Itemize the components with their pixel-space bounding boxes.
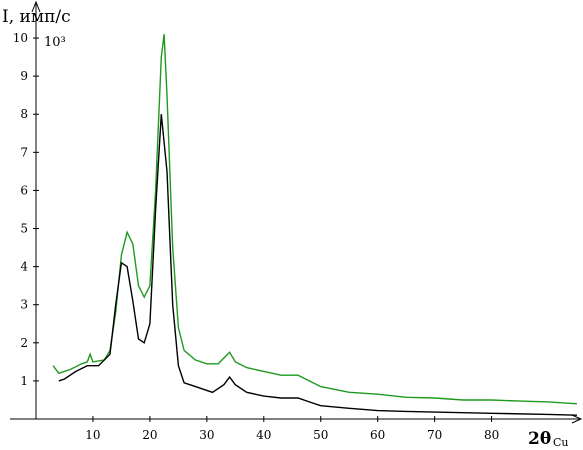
y-tick-label: 4 (20, 260, 28, 274)
y-tick-label: 8 (20, 107, 28, 121)
x-tick-label: 70 (427, 428, 442, 442)
x-axis-arrow (571, 414, 583, 424)
y-tick-label: 2 (20, 336, 28, 350)
x-tick-label: 20 (142, 428, 157, 442)
x-tick-label: 40 (256, 428, 271, 442)
x-tick-label: 50 (313, 428, 328, 442)
y-tick-label: 7 (20, 145, 28, 159)
y-tick-label: 5 (20, 222, 28, 236)
x-tick-label: 60 (370, 428, 385, 442)
data-line (52, 34, 578, 405)
y-axis-unit: 10³ (44, 35, 66, 50)
y-tick-label: 10 (13, 31, 28, 45)
y-tick-label: 3 (20, 298, 28, 312)
x-tick-label: 10 (85, 428, 100, 442)
x-tick-label: 30 (199, 428, 214, 442)
y-tick-label: 9 (20, 69, 28, 83)
x-tick-label: 80 (484, 428, 499, 442)
y-axis-arrow (31, 0, 41, 13)
y-tick-label: 1 (20, 374, 28, 388)
x-axis-label-sub: Cu (553, 436, 569, 449)
x-axis-label: 2θ (528, 429, 551, 449)
y-tick-label: 6 (20, 183, 28, 197)
data-line (58, 114, 578, 416)
